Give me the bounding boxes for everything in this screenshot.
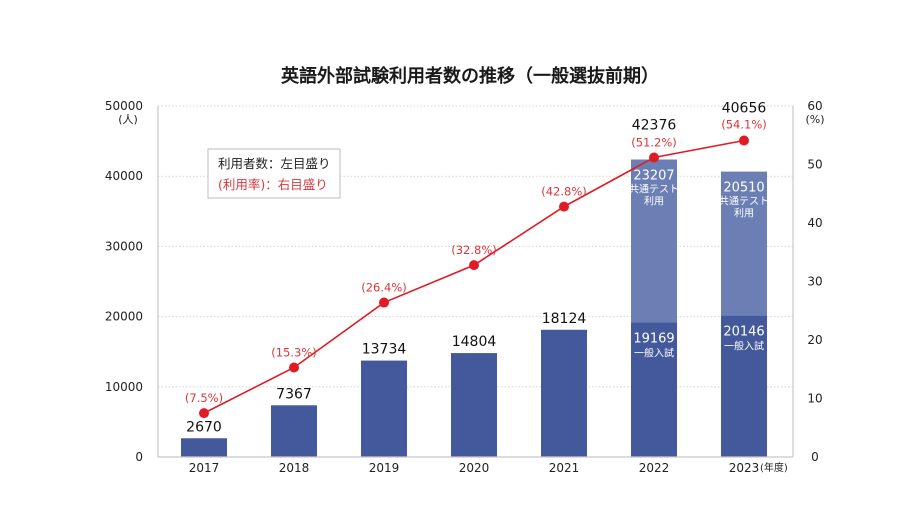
legend-count-label: 利用者数：左目盛り (218, 156, 331, 171)
left-tick-label: 20000 (105, 310, 143, 324)
left-tick-label: 0 (135, 450, 143, 464)
left-tick-label: 10000 (105, 380, 143, 394)
legend: 利用者数：左目盛り (利用率)：右目盛り (207, 148, 341, 199)
stack-text-label: 共通テスト (719, 196, 769, 208)
bar-general-2023 (721, 315, 767, 457)
bar-general-2018 (271, 405, 317, 457)
axes: 0 10000 20000 30000 40000 50000 0 10 20 30 40 50 60 2… (105, 99, 823, 475)
right-tick-label: 30 (807, 275, 822, 289)
stack-value-label: 23207 (633, 169, 674, 184)
right-tick-label: 0 (811, 450, 819, 464)
rate-point-2018 (289, 362, 299, 373)
x-tick-label: 2018 (279, 461, 310, 475)
rate-line (199, 135, 749, 419)
stack-text-label: 一般入試 (724, 340, 764, 353)
left-axis-unit: (人) (118, 113, 138, 126)
left-tick-label: 30000 (105, 239, 143, 253)
bar-general-2019 (361, 360, 407, 457)
bar-general-2022 (631, 322, 677, 457)
total-value-label: 42376 (632, 117, 677, 133)
bar-common-test-2023 (721, 171, 767, 316)
right-tick-label: 20 (807, 333, 822, 347)
rate-value-label: (26.4%) (361, 281, 407, 295)
x-tick-label: 2022 (639, 461, 670, 475)
rate-point-2019 (379, 297, 389, 308)
total-value-label: 7367 (276, 386, 312, 402)
left-tick-label: 50000 (105, 99, 143, 113)
legend-rate-label: (利用率)：右目盛り (218, 177, 328, 192)
rate-value-label: (54.1%) (721, 118, 767, 132)
bar-common-test-2022 (631, 159, 677, 323)
x-tick-label: 2020 (459, 461, 490, 475)
stack-text-label: 一般入試 (634, 346, 674, 359)
total-value-label: 2670 (186, 419, 222, 435)
bar-general-2021 (541, 329, 587, 457)
rate-point-2022 (649, 152, 659, 163)
right-tick-label: 50 (807, 158, 822, 172)
total-value-label: 14804 (452, 334, 497, 350)
stack-text-label: 利用 (734, 208, 754, 220)
rate-value-label: (15.3%) (271, 345, 317, 359)
right-tick-label: 10 (807, 392, 822, 406)
right-tick-label: 40 (807, 216, 822, 230)
rate-point-2023 (739, 135, 749, 146)
rate-point-2021 (559, 201, 569, 212)
legend-box (207, 148, 341, 199)
x-tick-label: 2019 (369, 461, 400, 475)
total-value-label: 18124 (542, 311, 587, 327)
total-value-label: 13734 (362, 342, 407, 358)
bars (181, 159, 767, 457)
chart-title: 英語外部試験利用者数の推移（一般選抜前期） (280, 65, 659, 87)
bar-general-2017 (181, 438, 227, 457)
rate-value-label: (7.5%) (185, 391, 223, 405)
left-tick-label: 40000 (105, 169, 143, 183)
right-axis-unit: (%) (805, 113, 824, 126)
rate-point-2020 (469, 260, 479, 271)
total-value-label: 40656 (722, 101, 767, 117)
data-labels: 23207共通テスト利用19169一般入試20510共通テスト利用20146一般… (185, 101, 769, 436)
x-tick-label: 2017 (189, 461, 220, 475)
rate-value-label: (32.8%) (451, 243, 497, 257)
stack-text-label: 共通テスト (629, 184, 679, 196)
rate-value-label: (51.2%) (631, 135, 677, 149)
rate-value-label: (42.8%) (541, 185, 587, 199)
right-tick-label: 60 (807, 99, 822, 113)
stack-value-label: 20146 (723, 325, 764, 340)
stack-value-label: 20510 (723, 181, 764, 196)
x-tick-label: 2023 (729, 461, 760, 475)
x-axis-unit: (年度) (760, 461, 788, 474)
bar-general-2020 (451, 353, 497, 457)
stack-text-label: 利用 (644, 196, 664, 208)
rate-point-2017 (199, 408, 209, 419)
stack-value-label: 19169 (633, 331, 674, 346)
x-tick-label: 2021 (549, 461, 580, 475)
